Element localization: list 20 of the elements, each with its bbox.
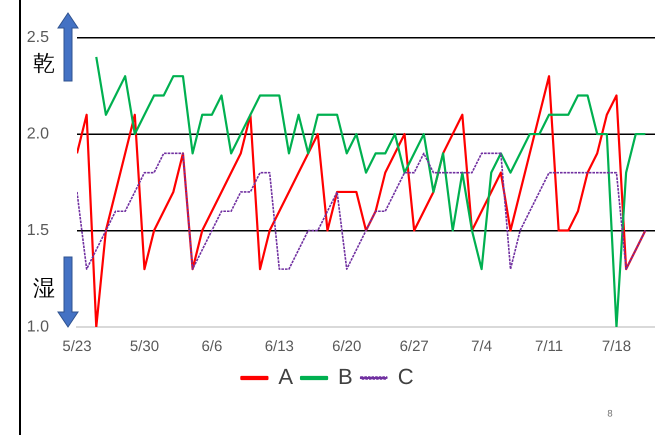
y-tick-label: 1.5 [26, 222, 50, 239]
y-tick-label: 1.0 [26, 318, 50, 336]
line-series [77, 152, 646, 270]
x-tick-label: 6/6 [201, 338, 222, 356]
legend-label: A [278, 364, 294, 390]
legend-label: C [398, 364, 414, 390]
legend-label: B [338, 364, 353, 390]
x-tick-label: 5/30 [130, 338, 160, 356]
text: 乾 [33, 52, 55, 77]
x-tick-label: 6/20 [332, 338, 362, 356]
x-tick-label: 5/23 [62, 338, 92, 356]
x-tick-label: 7/18 [602, 338, 632, 356]
text: 湿 [33, 276, 55, 302]
text: 8 [607, 409, 614, 420]
y-tick-label: 2.0 [26, 125, 50, 142]
y-tick-label: 2.5 [26, 29, 50, 46]
x-tick-label: 7/4 [471, 338, 492, 356]
x-tick-label: 6/27 [400, 338, 429, 356]
x-tick-label: 7/11 [534, 338, 564, 356]
x-tick-label: 6/13 [264, 338, 294, 356]
